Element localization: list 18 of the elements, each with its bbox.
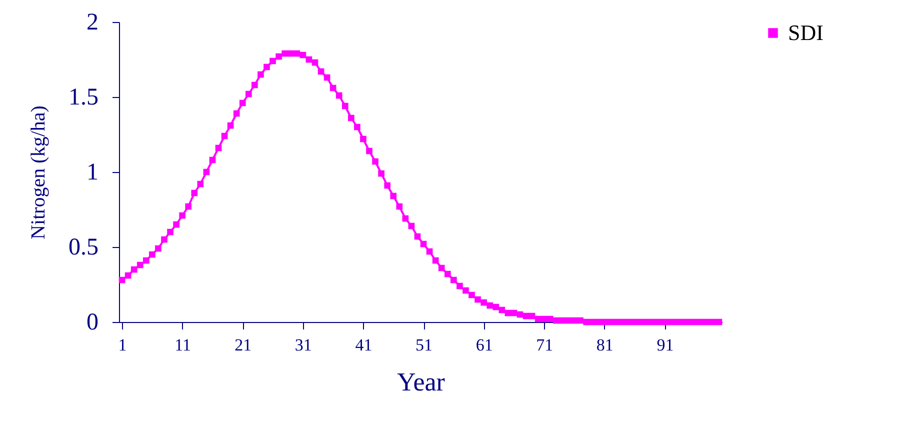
x-tick-label: 81 <box>596 336 614 354</box>
y-tick-label: 1 <box>86 160 98 186</box>
y-tick-label: 2 <box>86 10 98 36</box>
x-tick-label: 31 <box>294 336 312 354</box>
x-tick-label: 71 <box>536 336 554 354</box>
legend-label: SDI <box>788 20 824 45</box>
y-axis-title: Nitrogen (kg/ha) <box>28 106 50 240</box>
y-tick-label: 0 <box>86 310 98 336</box>
x-tick-label: 21 <box>234 336 252 354</box>
x-tick-label: 61 <box>476 336 493 354</box>
x-tick-label: 41 <box>355 336 372 354</box>
x-tick-label: 1 <box>118 336 127 354</box>
x-axis-title: Year <box>397 368 446 396</box>
x-tick-label: 11 <box>174 336 192 354</box>
x-tick-label: 51 <box>416 336 433 354</box>
y-tick-label: 0.5 <box>68 234 98 260</box>
y-tick-label: 1.5 <box>68 84 98 110</box>
x-tick-label: 91 <box>656 336 674 354</box>
